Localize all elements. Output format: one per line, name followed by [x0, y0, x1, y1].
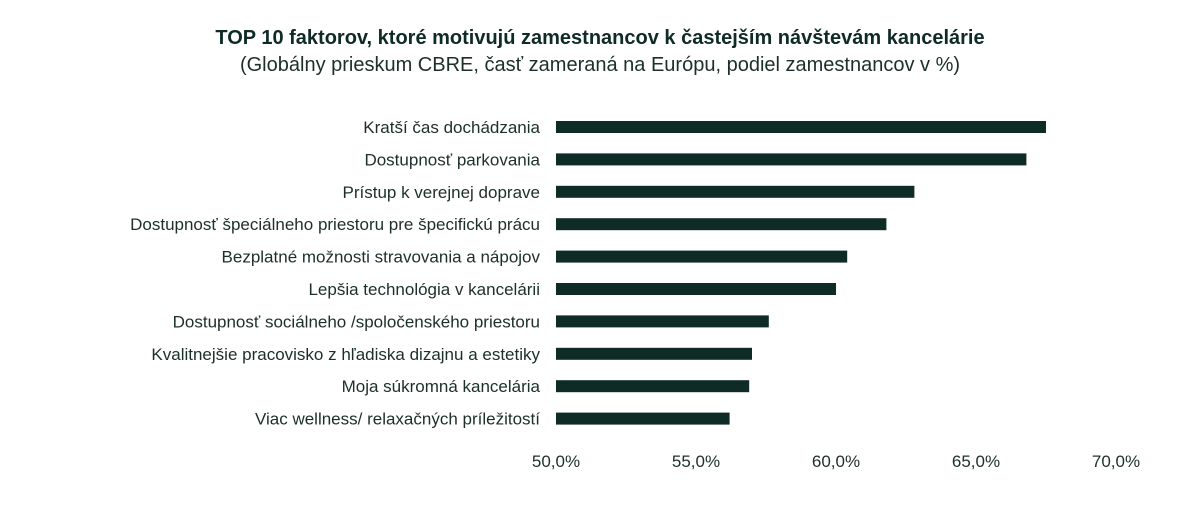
- x-tick-label: 50,0%: [532, 452, 580, 471]
- bars: [556, 121, 1046, 425]
- category-label: Lepšia technológia v kancelárii: [308, 280, 540, 299]
- category-label: Bezplatné možnosti stravovania a nápojov: [222, 248, 541, 267]
- bar: [556, 121, 1046, 133]
- bar: [556, 185, 915, 198]
- bar: [556, 218, 887, 231]
- category-label: Prístup k verejnej doprave: [343, 183, 541, 202]
- bar: [556, 153, 1027, 166]
- category-label: Dostupnosť sociálneho /spoločenského pri…: [173, 312, 540, 331]
- x-tick-label: 60,0%: [812, 452, 860, 471]
- bar: [556, 250, 848, 263]
- bar: [556, 283, 836, 295]
- bar: [556, 315, 769, 328]
- category-label: Viac wellness/ relaxačných príležitostí: [255, 410, 540, 429]
- bar: [556, 347, 752, 360]
- category-label: Moja súkromná kancelária: [342, 377, 541, 396]
- bar: [556, 412, 730, 425]
- category-label: Dostupnosť špeciálneho priestoru pre špe…: [130, 215, 540, 234]
- x-tick-label: 65,0%: [952, 452, 1000, 471]
- category-labels: Kratší čas dochádzania Dostupnosť parkova…: [130, 118, 540, 429]
- category-label: Kvalitnejšie pracovisko z hľadiska dizaj…: [151, 345, 540, 364]
- x-axis-ticks: 50,0% 55,0% 60,0% 65,0% 70,0%: [532, 452, 1140, 471]
- x-tick-label: 55,0%: [672, 452, 720, 471]
- chart-subtitle: (Globálny prieskum CBRE, časť zameraná n…: [239, 54, 961, 76]
- category-label: Dostupnosť parkovania: [364, 150, 540, 169]
- bar: [556, 380, 750, 393]
- chart-title: TOP 10 faktorov, ktoré motivujú zamestna…: [215, 27, 985, 49]
- category-label: Kratší čas dochádzania: [363, 118, 540, 137]
- x-tick-label: 70,0%: [1092, 452, 1140, 471]
